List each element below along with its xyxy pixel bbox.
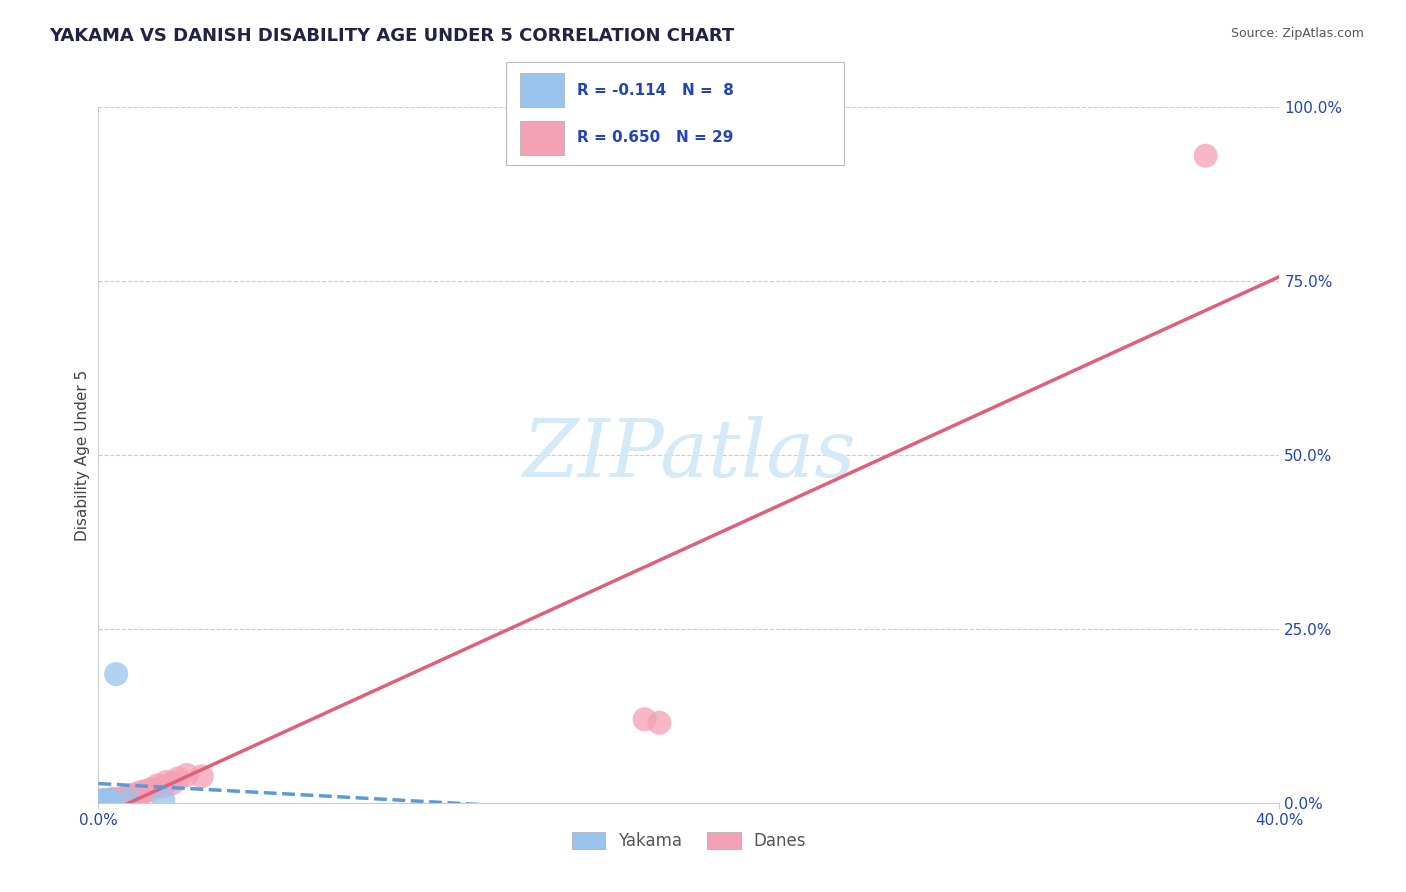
Point xyxy=(132,786,155,800)
Bar xyxy=(520,121,564,155)
Text: Source: ZipAtlas.com: Source: ZipAtlas.com xyxy=(1230,27,1364,40)
Point xyxy=(105,667,128,681)
Point xyxy=(96,793,118,807)
Point xyxy=(114,791,136,805)
Point xyxy=(141,781,163,796)
Legend: Yakama, Danes: Yakama, Danes xyxy=(565,826,813,857)
FancyBboxPatch shape xyxy=(506,62,844,165)
Point xyxy=(117,793,139,807)
Point xyxy=(135,784,157,798)
Bar xyxy=(520,73,564,106)
Point xyxy=(105,794,128,808)
Point xyxy=(1195,149,1218,163)
Point xyxy=(152,780,174,794)
Point xyxy=(146,778,169,793)
Point xyxy=(90,793,112,807)
Point xyxy=(98,794,121,808)
Point xyxy=(152,793,174,807)
Point xyxy=(162,776,183,790)
Point xyxy=(648,715,671,730)
Point xyxy=(98,794,121,808)
Point xyxy=(125,789,148,803)
Point xyxy=(155,775,177,789)
Point xyxy=(93,794,115,808)
Point xyxy=(122,788,145,802)
Text: R = 0.650   N = 29: R = 0.650 N = 29 xyxy=(576,130,734,145)
Point xyxy=(120,789,142,803)
Point xyxy=(96,794,118,808)
Point xyxy=(167,772,190,786)
Text: ZIPatlas: ZIPatlas xyxy=(522,417,856,493)
Point xyxy=(111,791,134,805)
Text: R = -0.114   N =  8: R = -0.114 N = 8 xyxy=(576,83,734,97)
Point xyxy=(98,794,121,808)
Y-axis label: Disability Age Under 5: Disability Age Under 5 xyxy=(75,369,90,541)
Point xyxy=(176,768,198,782)
Point xyxy=(103,791,125,805)
Point xyxy=(128,785,150,799)
Point xyxy=(191,769,214,783)
Point xyxy=(634,712,657,726)
Point xyxy=(117,790,139,805)
Point xyxy=(93,794,115,808)
Point xyxy=(108,792,131,806)
Point xyxy=(90,794,112,808)
Text: YAKAMA VS DANISH DISABILITY AGE UNDER 5 CORRELATION CHART: YAKAMA VS DANISH DISABILITY AGE UNDER 5 … xyxy=(49,27,734,45)
Point xyxy=(103,793,125,807)
Point xyxy=(96,793,118,807)
